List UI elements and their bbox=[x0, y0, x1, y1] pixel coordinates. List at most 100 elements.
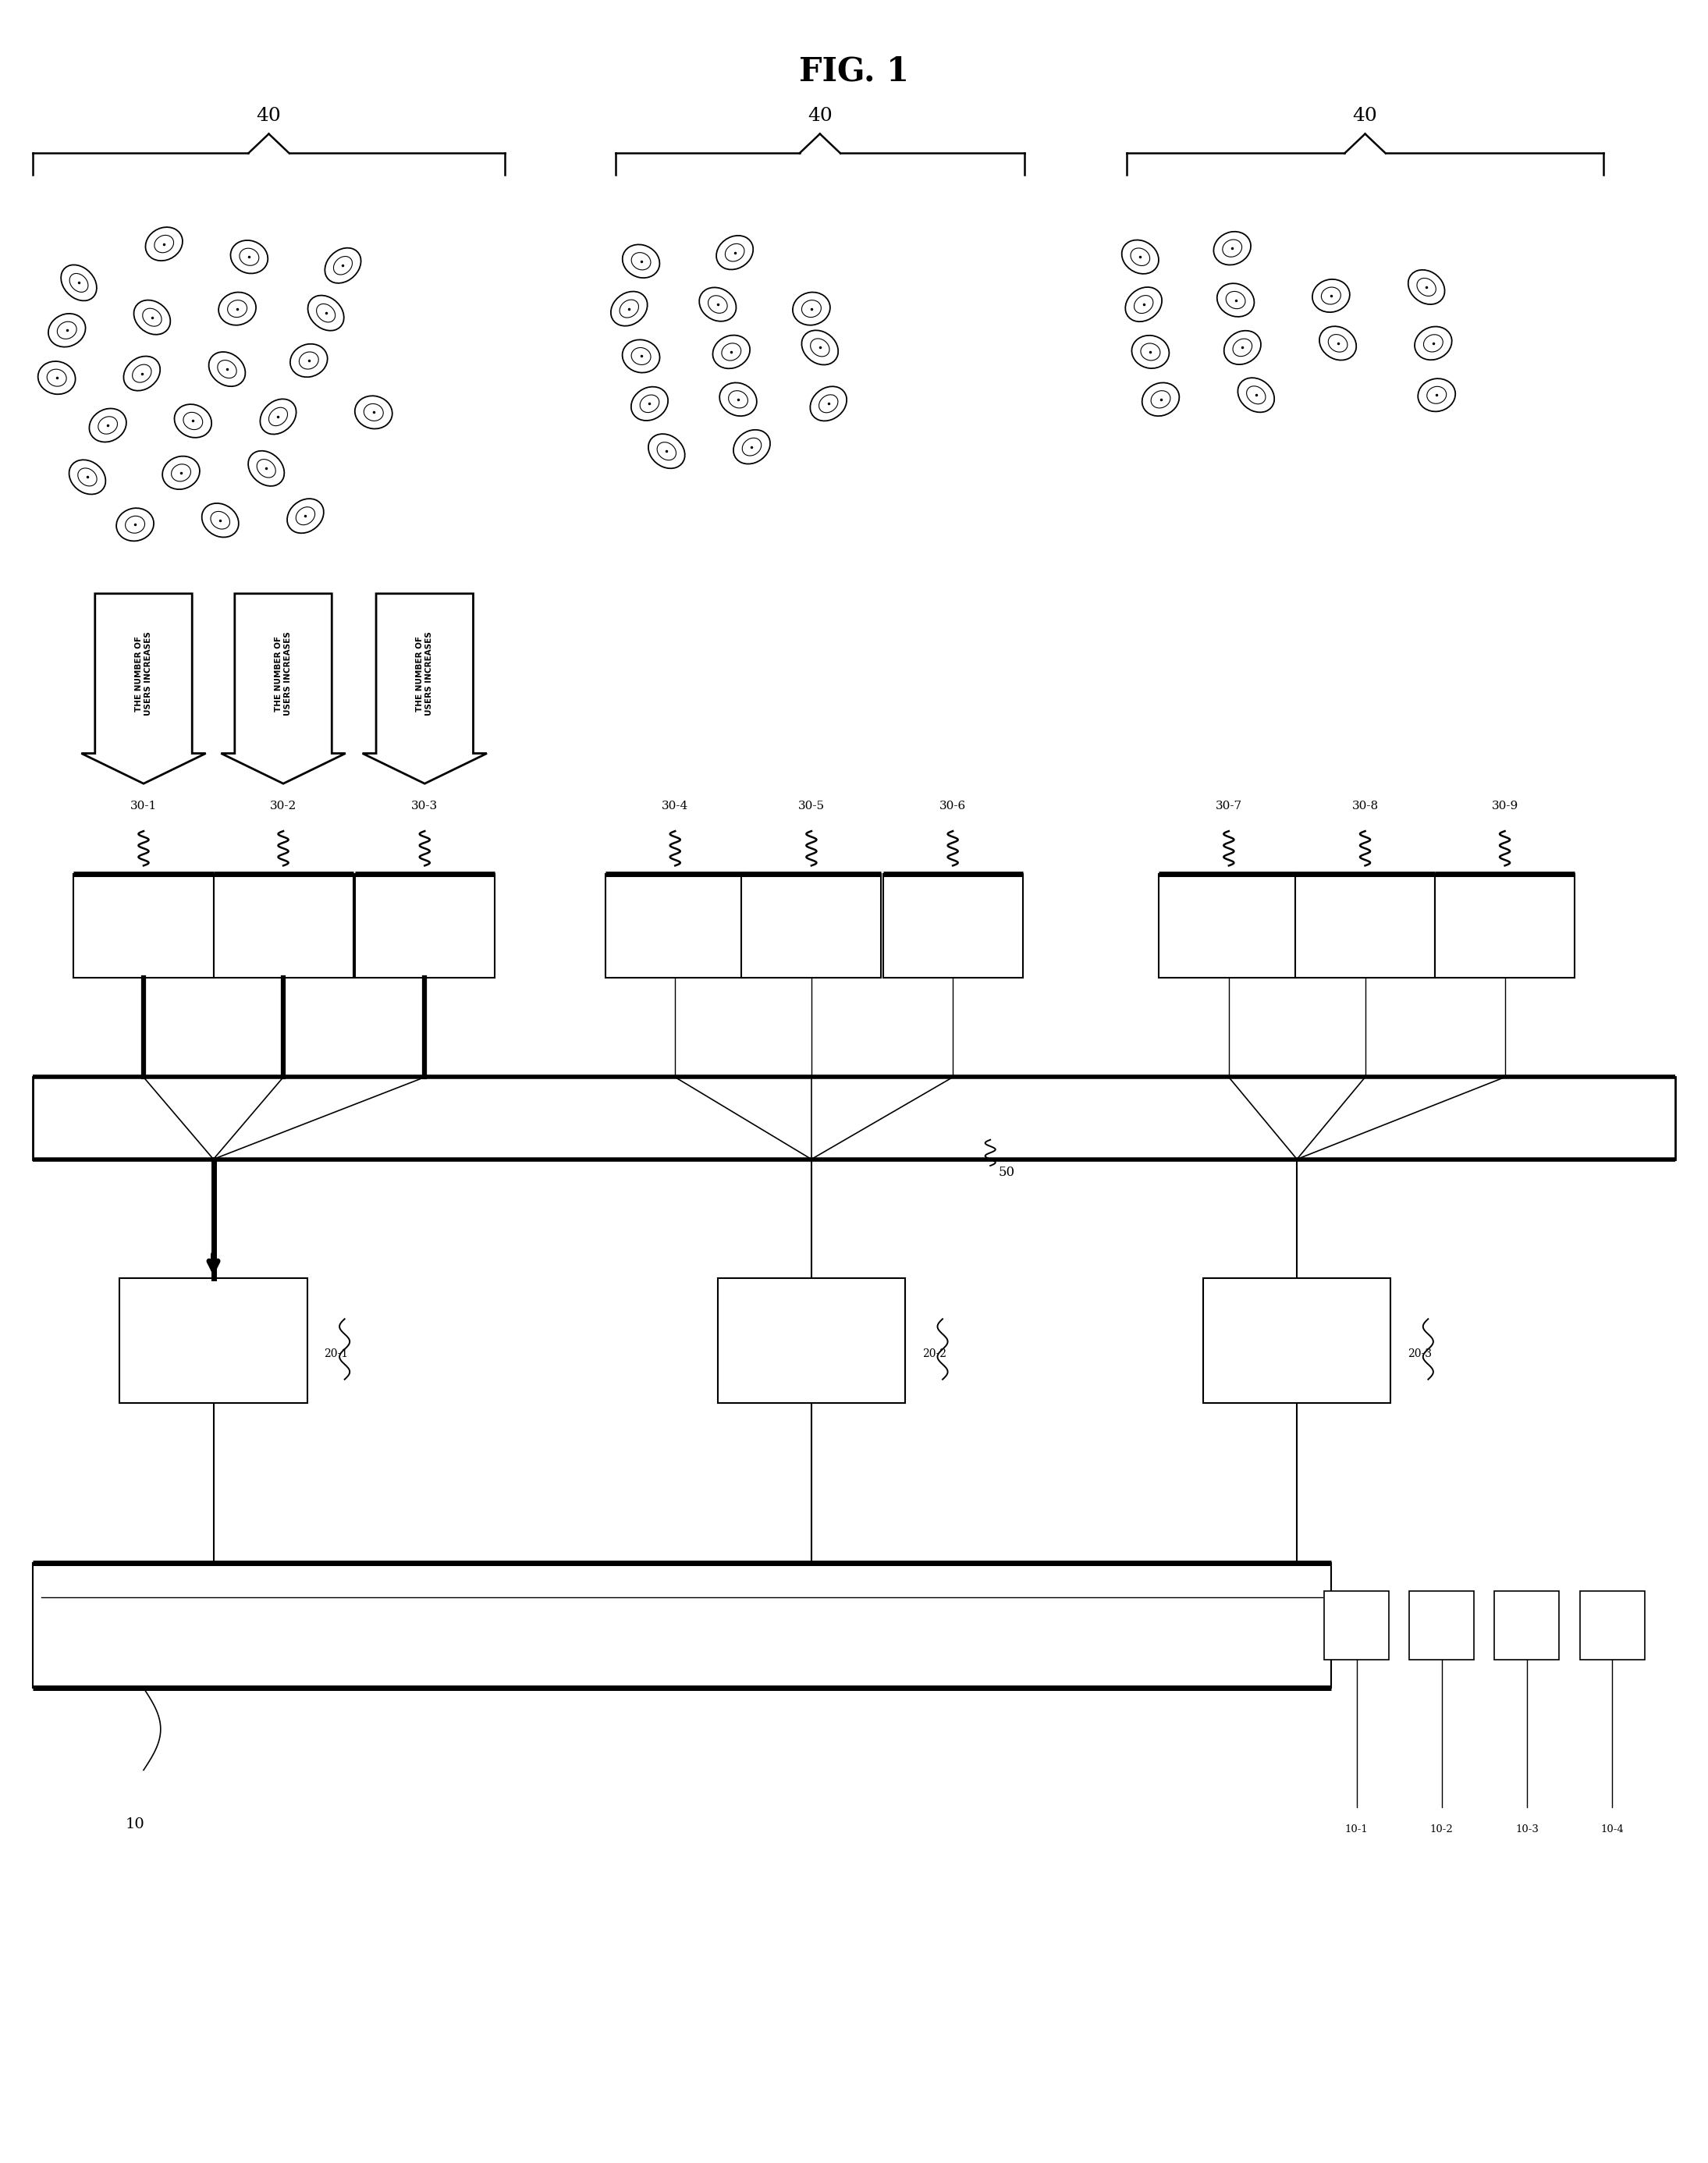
Text: Node-B#4: Node-B#4 bbox=[652, 963, 699, 971]
Ellipse shape bbox=[355, 396, 393, 428]
Ellipse shape bbox=[154, 236, 174, 253]
Text: Node-B#9: Node-B#9 bbox=[1483, 963, 1527, 971]
Text: Node-B#3: Node-B#3 bbox=[401, 963, 447, 971]
Ellipse shape bbox=[89, 409, 126, 441]
Text: 30-6: 30-6 bbox=[939, 800, 967, 811]
Ellipse shape bbox=[133, 301, 171, 335]
FancyBboxPatch shape bbox=[741, 874, 881, 978]
Ellipse shape bbox=[1423, 335, 1443, 353]
Ellipse shape bbox=[79, 467, 97, 487]
Ellipse shape bbox=[97, 417, 118, 435]
Ellipse shape bbox=[123, 357, 161, 392]
Text: 30-5: 30-5 bbox=[798, 800, 825, 811]
Ellipse shape bbox=[726, 244, 745, 262]
Ellipse shape bbox=[1151, 392, 1170, 409]
Polygon shape bbox=[220, 593, 345, 783]
FancyBboxPatch shape bbox=[120, 1278, 307, 1404]
Ellipse shape bbox=[1418, 379, 1455, 411]
FancyBboxPatch shape bbox=[32, 1077, 1676, 1159]
Text: 10-2: 10-2 bbox=[1430, 1823, 1454, 1834]
Ellipse shape bbox=[1319, 327, 1356, 361]
Ellipse shape bbox=[1322, 288, 1341, 305]
FancyBboxPatch shape bbox=[717, 1278, 905, 1404]
Ellipse shape bbox=[622, 340, 659, 372]
Ellipse shape bbox=[1131, 249, 1149, 266]
Polygon shape bbox=[82, 593, 205, 783]
FancyBboxPatch shape bbox=[1324, 1592, 1389, 1659]
Ellipse shape bbox=[116, 508, 154, 541]
Ellipse shape bbox=[248, 450, 284, 487]
Ellipse shape bbox=[61, 264, 97, 301]
Text: 30-4: 30-4 bbox=[661, 800, 688, 811]
Text: Node-B#2: Node-B#2 bbox=[261, 963, 306, 971]
Ellipse shape bbox=[1426, 387, 1447, 404]
Text: RNC#3: RNC#3 bbox=[1269, 1335, 1324, 1348]
Ellipse shape bbox=[1134, 296, 1153, 314]
FancyBboxPatch shape bbox=[1295, 874, 1435, 978]
Text: 40: 40 bbox=[808, 108, 832, 125]
Ellipse shape bbox=[208, 353, 246, 387]
Ellipse shape bbox=[1226, 292, 1245, 309]
Ellipse shape bbox=[622, 244, 659, 277]
Text: 50: 50 bbox=[999, 1166, 1015, 1179]
FancyBboxPatch shape bbox=[1580, 1592, 1645, 1659]
Ellipse shape bbox=[1418, 279, 1436, 296]
Ellipse shape bbox=[239, 249, 260, 266]
FancyBboxPatch shape bbox=[32, 1564, 1331, 1687]
Text: Node-B#7: Node-B#7 bbox=[1206, 963, 1252, 971]
FancyBboxPatch shape bbox=[73, 874, 214, 978]
Ellipse shape bbox=[202, 504, 239, 536]
Ellipse shape bbox=[649, 435, 685, 469]
Ellipse shape bbox=[1214, 231, 1250, 264]
Text: Node-B#6: Node-B#6 bbox=[931, 963, 975, 971]
Ellipse shape bbox=[818, 394, 839, 413]
Ellipse shape bbox=[268, 407, 287, 426]
Ellipse shape bbox=[1122, 240, 1158, 275]
Ellipse shape bbox=[364, 404, 383, 422]
Ellipse shape bbox=[217, 361, 236, 379]
FancyBboxPatch shape bbox=[1202, 1278, 1390, 1404]
Ellipse shape bbox=[290, 344, 328, 376]
Text: 20-2: 20-2 bbox=[922, 1348, 946, 1358]
Ellipse shape bbox=[316, 303, 335, 322]
Ellipse shape bbox=[810, 387, 847, 422]
Ellipse shape bbox=[1238, 379, 1274, 413]
Text: 10-3: 10-3 bbox=[1515, 1823, 1539, 1834]
Text: FIG. 1: FIG. 1 bbox=[799, 54, 909, 89]
Ellipse shape bbox=[171, 465, 191, 482]
Ellipse shape bbox=[632, 253, 651, 270]
FancyBboxPatch shape bbox=[1494, 1592, 1559, 1659]
Text: Node-B#8: Node-B#8 bbox=[1342, 963, 1389, 971]
Text: 10: 10 bbox=[125, 1817, 145, 1832]
Text: ATM- MUX: ATM- MUX bbox=[1158, 1101, 1231, 1114]
Ellipse shape bbox=[227, 301, 248, 318]
Text: 30-7: 30-7 bbox=[1216, 800, 1242, 811]
Ellipse shape bbox=[38, 361, 75, 394]
Ellipse shape bbox=[1225, 331, 1261, 366]
Ellipse shape bbox=[733, 430, 770, 463]
Text: 40: 40 bbox=[1353, 108, 1377, 125]
Ellipse shape bbox=[1218, 283, 1254, 316]
Ellipse shape bbox=[729, 392, 748, 409]
Ellipse shape bbox=[145, 227, 183, 262]
Ellipse shape bbox=[333, 257, 352, 275]
Text: Node-B#1: Node-B#1 bbox=[121, 963, 166, 971]
Text: RNC#2: RNC#2 bbox=[784, 1335, 839, 1348]
Ellipse shape bbox=[810, 340, 830, 357]
Ellipse shape bbox=[632, 348, 651, 366]
Ellipse shape bbox=[307, 296, 343, 331]
Ellipse shape bbox=[142, 309, 162, 327]
Ellipse shape bbox=[1126, 288, 1161, 322]
Text: 10-4: 10-4 bbox=[1600, 1823, 1624, 1834]
Ellipse shape bbox=[125, 517, 145, 532]
Ellipse shape bbox=[1132, 335, 1170, 368]
Text: 30-2: 30-2 bbox=[270, 800, 297, 811]
Ellipse shape bbox=[174, 404, 212, 437]
Ellipse shape bbox=[1233, 340, 1252, 357]
Polygon shape bbox=[362, 593, 487, 783]
Text: 20-3: 20-3 bbox=[1407, 1348, 1431, 1358]
Ellipse shape bbox=[68, 461, 106, 495]
Ellipse shape bbox=[793, 292, 830, 324]
FancyBboxPatch shape bbox=[355, 874, 495, 978]
Ellipse shape bbox=[722, 344, 741, 361]
